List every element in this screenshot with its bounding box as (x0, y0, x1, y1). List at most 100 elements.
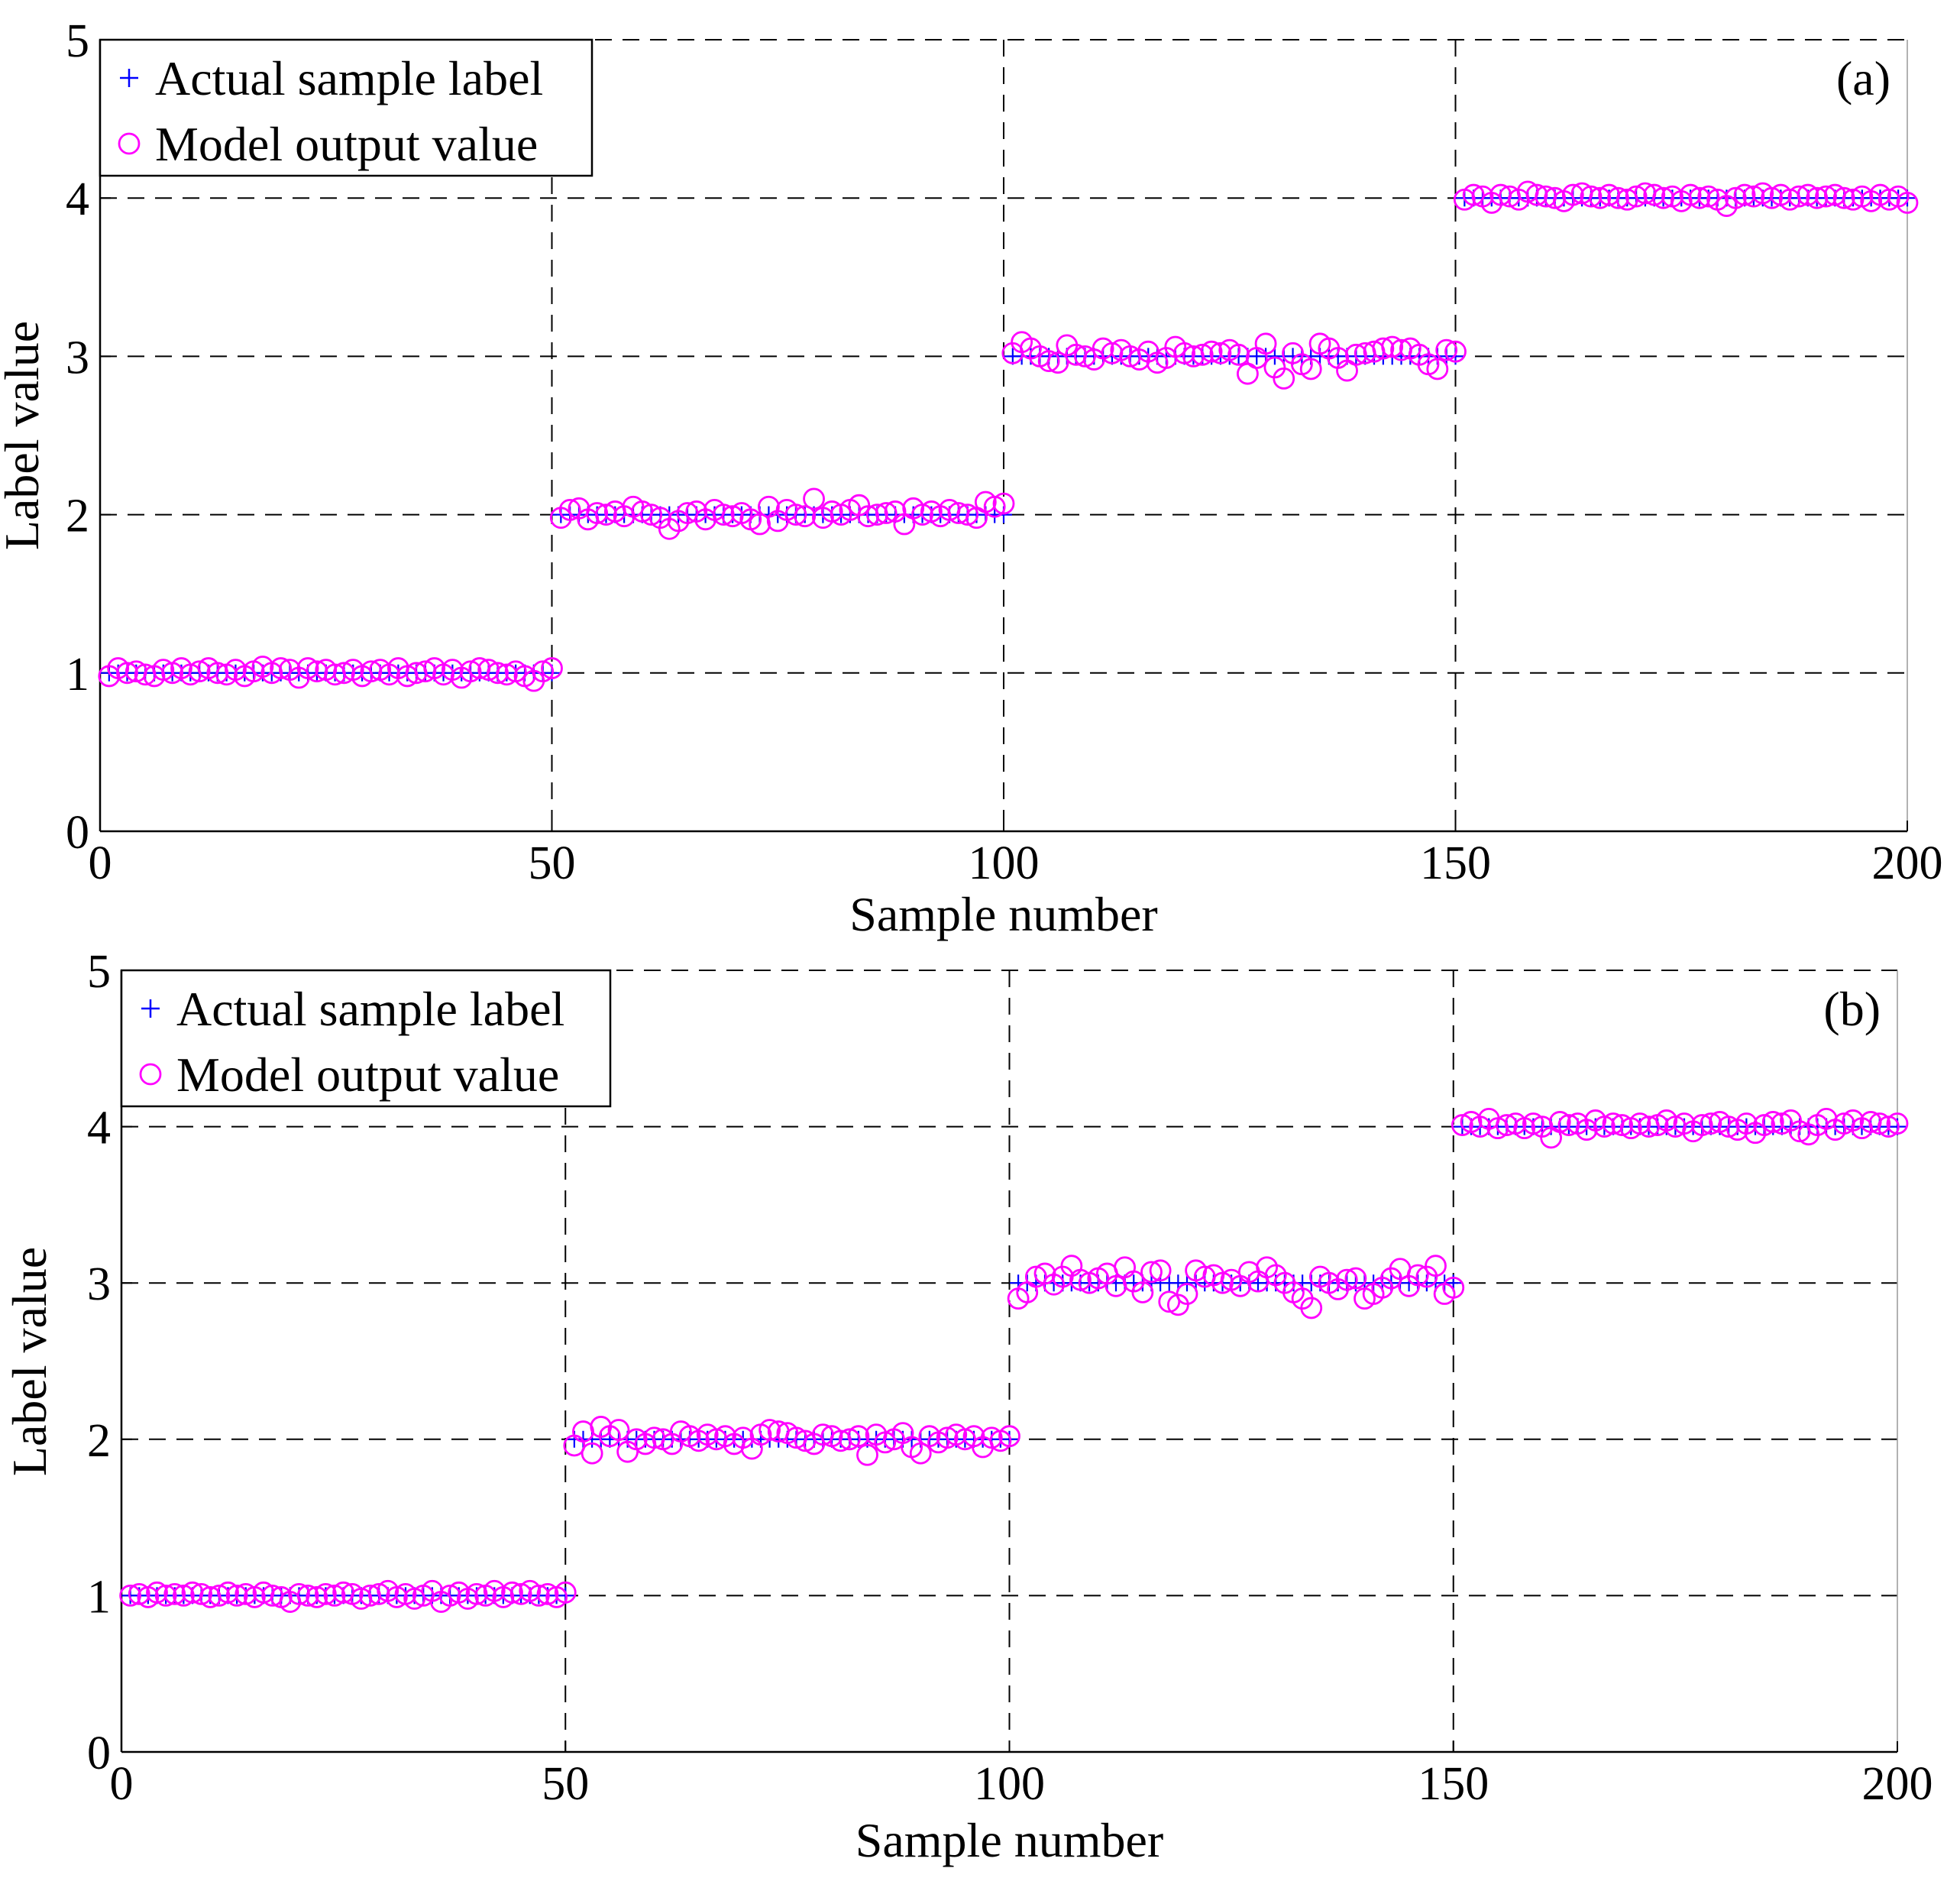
model-output-marker (1209, 342, 1232, 364)
model-output-marker (956, 503, 979, 526)
y-tick-label: 2 (66, 491, 89, 542)
series-model-output-value (98, 180, 1919, 692)
model-output-marker (909, 1442, 932, 1465)
model-output-marker (847, 1425, 870, 1448)
model-output-marker (208, 1584, 231, 1607)
model-output-marker (856, 1443, 878, 1466)
model-output-marker (1140, 1261, 1163, 1284)
y-tick-label: 0 (66, 807, 89, 859)
model-output-marker (640, 503, 663, 526)
x-axis-title: Sample number (855, 1813, 1163, 1867)
y-axis-title: Label value (2, 1247, 57, 1476)
model-output-marker (188, 660, 211, 683)
model-output-marker (1842, 188, 1865, 211)
model-output-marker (1771, 1112, 1793, 1135)
model-output-marker (607, 1419, 630, 1441)
x-tick-label: 150 (1420, 837, 1491, 889)
x-axis-title: Sample number (849, 887, 1157, 941)
grid (100, 39, 1907, 831)
model-output-marker (314, 1582, 337, 1605)
model-output-marker (980, 1426, 1003, 1449)
model-output-marker (385, 1586, 408, 1608)
model-output-marker (487, 662, 509, 685)
model-output-marker (1652, 186, 1674, 209)
model-output-marker (152, 659, 175, 682)
model-output-marker (1815, 185, 1837, 208)
model-output-marker (1254, 332, 1277, 355)
model-output-marker (1643, 183, 1666, 206)
model-output-marker (1589, 186, 1612, 209)
model-output-marker (1690, 1114, 1713, 1136)
model-output-marker (784, 503, 807, 526)
model-output-marker (1227, 343, 1250, 366)
y-tick-label: 4 (87, 1103, 111, 1154)
model-output-marker (1593, 1115, 1616, 1138)
model-output-marker (438, 1584, 461, 1607)
x-tick-label: 200 (1862, 1758, 1933, 1810)
model-output-marker (306, 660, 328, 683)
y-tick-label: 3 (66, 332, 89, 384)
y-tick-label: 5 (87, 946, 111, 998)
model-output-marker (1761, 186, 1783, 209)
chart-panel-b: 0 50 100 150 200 0 1 2 3 4 5 Sample number Label val… (2, 946, 1933, 1867)
model-output-marker (414, 660, 437, 683)
model-output-marker (116, 662, 138, 685)
model-output-marker (1761, 1111, 1784, 1133)
legend-label: Model output value (176, 1047, 559, 1102)
model-output-marker (163, 1582, 186, 1605)
x-tick-label: 0 (89, 837, 112, 889)
model-output-marker (1101, 342, 1124, 364)
model-output-marker (749, 513, 771, 536)
model-output-marker (1724, 186, 1747, 209)
model-output-marker (1733, 183, 1756, 206)
model-output-marker (1832, 186, 1855, 209)
model-output-marker (206, 662, 229, 685)
model-output-marker (119, 1584, 142, 1607)
model-output-marker (1176, 1283, 1198, 1305)
model-output-marker (1299, 358, 1322, 380)
x-tick-label: 100 (969, 837, 1040, 889)
model-output-marker (1131, 1281, 1154, 1303)
legend-label: Actual sample label (176, 982, 564, 1036)
model-output-marker (1191, 343, 1214, 366)
model-output-marker (403, 1588, 426, 1610)
legend-plus-icon (120, 69, 138, 87)
model-output-marker (857, 505, 879, 528)
model-output-marker (536, 1582, 559, 1605)
model-output-marker (581, 1442, 603, 1465)
model-output-marker (1069, 1268, 1092, 1291)
model-output-marker (1700, 1112, 1722, 1135)
model-output-marker (465, 1582, 488, 1605)
model-output-marker (1381, 335, 1404, 358)
model-output-marker (1525, 183, 1548, 206)
model-output-marker (554, 1581, 577, 1604)
model-output-marker (794, 505, 817, 528)
model-output-marker (128, 1582, 150, 1605)
model-output-marker (1548, 1111, 1571, 1133)
model-output-marker (1273, 368, 1295, 390)
model-output-marker (1787, 185, 1810, 208)
model-output-marker (1462, 183, 1485, 206)
model-output-marker (1425, 1255, 1447, 1277)
y-tick-label: 4 (66, 173, 89, 225)
model-output-marker (1697, 185, 1720, 208)
model-output-marker (1806, 186, 1829, 209)
legend-circle-icon (139, 1063, 162, 1086)
model-output-marker (532, 660, 555, 683)
model-output-marker (495, 663, 518, 686)
y-tick-label: 5 (66, 15, 89, 67)
x-tick-label: 0 (110, 1758, 134, 1810)
model-output-marker (154, 1584, 177, 1607)
model-output-marker (190, 1582, 213, 1605)
model-output-marker (1868, 1112, 1891, 1135)
model-output-marker (558, 498, 581, 521)
model-output-marker (721, 505, 744, 528)
model-output-marker (1451, 1114, 1473, 1136)
model-output-marker (983, 495, 1006, 518)
model-output-marker (1607, 186, 1629, 209)
model-output-marker (1580, 185, 1603, 208)
x-tick-label: 100 (974, 1758, 1045, 1810)
model-output-marker (1344, 343, 1367, 366)
model-output-marker (234, 1582, 257, 1605)
